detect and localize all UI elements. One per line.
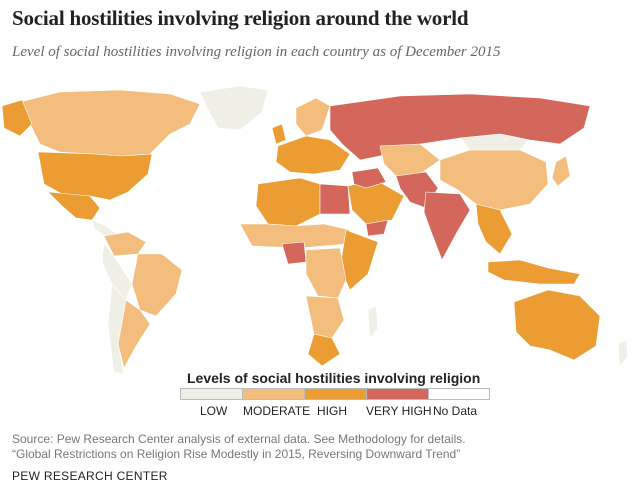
world-map xyxy=(1,85,629,375)
legend-label-no-data: No Data xyxy=(433,404,478,418)
region-madagascar xyxy=(367,305,379,339)
chart-title: Social hostilities involving religion ar… xyxy=(12,6,469,30)
region-indonesia xyxy=(487,259,581,285)
region-south-africa xyxy=(307,333,341,367)
region-new-zealand xyxy=(617,339,629,367)
source-line-2: “Global Restrictions on Religion Rise Mo… xyxy=(12,447,461,461)
region-india xyxy=(423,191,471,261)
legend-title: Levels of social hostilities involving r… xyxy=(187,370,481,386)
region-central-africa xyxy=(305,247,347,299)
legend-label-high: HIGH xyxy=(317,404,347,418)
region-north-africa xyxy=(255,177,321,227)
region-southern-africa xyxy=(305,295,345,339)
region-mongolia xyxy=(459,133,529,151)
region-uk xyxy=(271,123,287,145)
region-japan xyxy=(551,155,571,187)
legend-label-moderate: MODERATE xyxy=(243,404,311,418)
region-scandinavia xyxy=(295,97,331,137)
region-central-america xyxy=(91,219,117,237)
region-greenland xyxy=(199,85,269,131)
source-line-1: Source: Pew Research Center analysis of … xyxy=(12,432,466,446)
region-australia xyxy=(513,289,601,361)
source-note: Source: Pew Research Center analysis of … xyxy=(12,432,466,462)
region-brazil xyxy=(131,253,183,317)
legend-swatch-low xyxy=(180,388,242,400)
region-southeast-asia xyxy=(475,203,513,255)
region-colombia xyxy=(103,231,147,257)
legend-bar xyxy=(180,388,490,400)
region-nigeria xyxy=(281,241,307,265)
chart-subtitle: Level of social hostilities involving re… xyxy=(12,44,501,60)
legend-label-very-high: VERY HIGH xyxy=(366,404,432,418)
region-sahel xyxy=(239,223,351,249)
region-central-asia xyxy=(379,143,441,177)
legend-swatch-no-data xyxy=(428,388,490,400)
region-russia xyxy=(329,93,591,161)
organization-name: PEW RESEARCH CENTER xyxy=(12,469,168,483)
region-alaska xyxy=(1,99,33,137)
legend-label-low: LOW xyxy=(200,404,228,418)
legend-swatch-high xyxy=(304,388,366,400)
region-canada xyxy=(19,89,201,157)
region-chile xyxy=(107,283,127,375)
legend-swatch-moderate xyxy=(242,388,304,400)
region-egypt xyxy=(319,183,351,215)
legend-swatch-very-high xyxy=(366,388,428,400)
region-western-europe xyxy=(275,135,351,175)
region-middle-east xyxy=(347,179,405,225)
region-syria-iraq xyxy=(351,167,387,189)
region-yemen xyxy=(365,219,389,237)
region-usa xyxy=(37,151,153,201)
